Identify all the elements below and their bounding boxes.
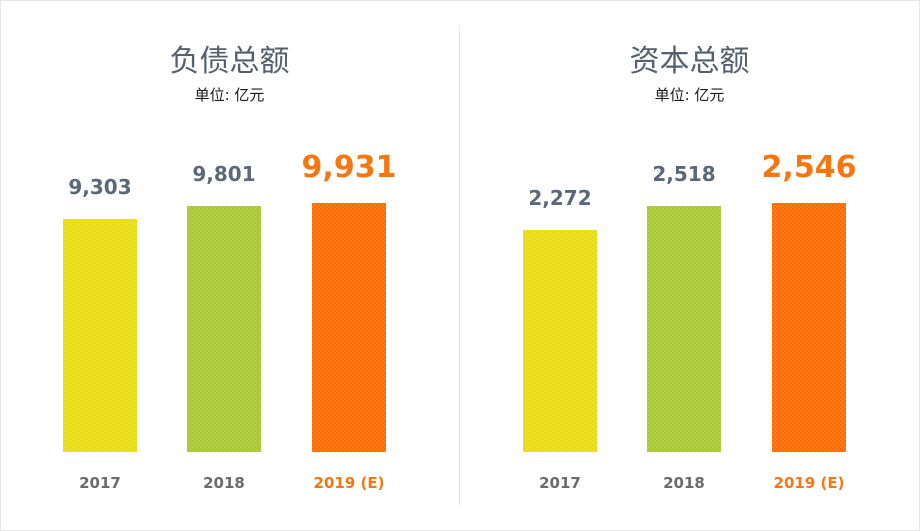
capital-bar-1: [647, 206, 721, 452]
liabilities-value-label-2: 9,931: [302, 150, 397, 185]
liabilities-title: 负债总额: [169, 44, 290, 79]
liabilities-bar-chart: 9,303 2017 9,801 2018 9,931 2019 (E): [63, 150, 397, 492]
capital-category-label-0: 2017: [539, 474, 581, 492]
liabilities-panel: 负债总额 单位: 亿元 9,303 2017 9,801 2018 9,931 2019 …: [0, 0, 459, 531]
liabilities-value-label-1: 9,801: [192, 162, 255, 186]
capital-category-label-2: 2019 (E): [774, 474, 845, 492]
capital-category-label-1: 2018: [663, 474, 705, 492]
liabilities-bar-2: [312, 203, 386, 452]
liabilities-category-label-0: 2017: [79, 474, 121, 492]
liabilities-bar-1: [187, 206, 261, 452]
liabilities-value-label-0: 9,303: [68, 175, 131, 199]
liabilities-unit: 单位: 亿元: [194, 86, 265, 104]
capital-value-label-0: 2,272: [528, 186, 591, 210]
liabilities-category-label-2: 2019 (E): [314, 474, 385, 492]
capital-bar-chart: 2,272 2017 2,518 2018 2,546 2019 (E): [523, 150, 857, 492]
liabilities-bar-0: [63, 219, 137, 452]
capital-value-label-2: 2,546: [762, 150, 857, 185]
capital-unit: 单位: 亿元: [654, 86, 725, 104]
capital-title: 资本总额: [629, 44, 750, 79]
capital-panel: 资本总额 单位: 亿元 2,272 2017 2,518 2018 2,546 2019 …: [460, 0, 919, 531]
panel-divider: [459, 25, 460, 505]
capital-bar-0: [523, 230, 597, 452]
capital-bar-2: [772, 203, 846, 452]
liabilities-category-label-1: 2018: [203, 474, 245, 492]
capital-value-label-1: 2,518: [652, 162, 715, 186]
